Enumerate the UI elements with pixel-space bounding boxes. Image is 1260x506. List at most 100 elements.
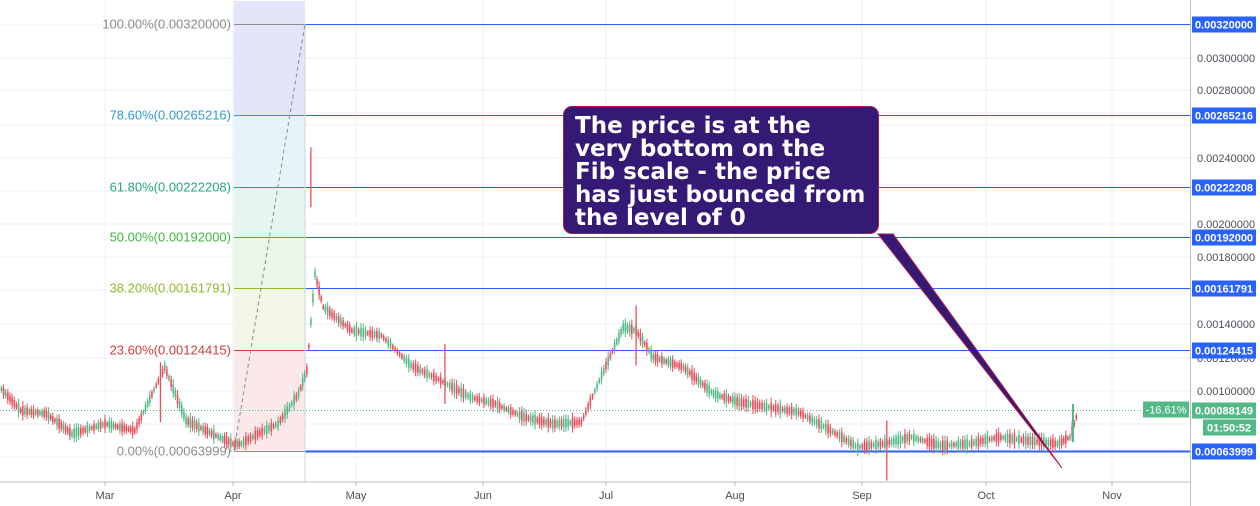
candle-body [514, 411, 516, 415]
candle-body [71, 431, 73, 437]
candle-body [268, 425, 270, 432]
candle-body [39, 411, 41, 415]
candle-body [594, 389, 596, 394]
candle-body [822, 424, 825, 428]
candle-body [799, 410, 802, 417]
x-tick-label: Jun [474, 490, 492, 502]
candle-body [1004, 435, 1007, 441]
candle-body [1015, 437, 1018, 441]
candle-body [288, 404, 291, 410]
candle-body [467, 393, 469, 398]
candle-body [263, 428, 266, 433]
candle-body [498, 402, 501, 410]
candle-body [516, 412, 519, 416]
candle-body [318, 285, 320, 296]
callout-pointer [876, 233, 1063, 469]
candle-body [879, 441, 882, 448]
candle-body [247, 436, 250, 443]
candle-body [138, 418, 140, 425]
candle-body [1036, 439, 1038, 444]
current-price-badge [1192, 402, 1256, 419]
candle-body [897, 435, 900, 445]
candle-body [290, 401, 293, 406]
candle-body [745, 398, 747, 408]
candle-body [970, 439, 973, 448]
x-tick-label: Mar [96, 490, 115, 502]
candle-body [369, 329, 371, 338]
candle-body [357, 329, 360, 334]
candle-body [928, 437, 931, 447]
candle-body [991, 436, 993, 441]
candle-body [571, 417, 574, 428]
candle-body [727, 396, 730, 402]
candle-body [242, 439, 245, 446]
candle-body [314, 270, 316, 277]
candle-body [1049, 439, 1052, 447]
fib-label: 61.80%(0.00222208) [110, 180, 231, 195]
candle-body [861, 444, 864, 449]
candle-body [684, 366, 687, 372]
candle-body [193, 420, 196, 429]
candle-body [710, 390, 713, 394]
x-tick-label: Nov [1102, 490, 1122, 502]
candle-body [166, 369, 168, 376]
candle-body [225, 436, 228, 446]
candle-body [69, 428, 71, 437]
candle-body [919, 437, 922, 442]
candle-body [428, 372, 431, 377]
candle-body [11, 397, 13, 405]
candle-body [829, 426, 832, 434]
candle-body [236, 440, 238, 447]
candle-body [836, 432, 839, 437]
candle-body [761, 402, 763, 410]
candle-body [112, 423, 115, 429]
candle-body [223, 436, 226, 444]
candle-body [469, 393, 472, 401]
change-value: -16.61% [1146, 405, 1187, 417]
candle-body [483, 397, 485, 405]
candle-body [161, 368, 164, 375]
candle-body [335, 315, 338, 321]
candle-body [1000, 434, 1002, 440]
candle-body [206, 427, 209, 436]
candle-body [813, 418, 816, 424]
candle-body [674, 361, 676, 367]
candle-body [324, 306, 327, 312]
candle-body [303, 373, 306, 380]
candle-body [870, 442, 873, 449]
candle-body [168, 375, 170, 380]
candle-body [93, 423, 95, 431]
candle-body [576, 419, 578, 426]
candle-body [1067, 436, 1069, 440]
candle-body [868, 440, 870, 451]
candle-body [536, 417, 539, 423]
candle-body [1020, 437, 1023, 442]
candle-body [777, 405, 779, 412]
candle-body [667, 359, 670, 366]
candle-body [376, 331, 378, 339]
candle-body [890, 439, 893, 445]
candle-body [355, 326, 358, 337]
candle-body [153, 388, 155, 392]
candle-body [827, 424, 829, 434]
candle-body [993, 436, 995, 441]
candle-body [565, 418, 567, 428]
candle-body [1009, 433, 1011, 444]
candle-body [622, 323, 624, 331]
countdown-badge [1203, 419, 1256, 436]
candle-body [654, 354, 657, 362]
candle-body [768, 405, 770, 409]
candle-body [195, 422, 198, 430]
candle-body [320, 296, 322, 302]
candle-body [1011, 435, 1013, 442]
candle-body [125, 426, 128, 432]
candle-body [151, 391, 153, 397]
candle-body [471, 395, 474, 401]
candle-body [174, 390, 177, 397]
candle-body [646, 342, 648, 352]
candle-body [964, 439, 966, 449]
candle-body [1018, 434, 1020, 445]
candle-body [961, 440, 964, 449]
candle-body [405, 357, 408, 365]
candle-body [1033, 437, 1036, 446]
